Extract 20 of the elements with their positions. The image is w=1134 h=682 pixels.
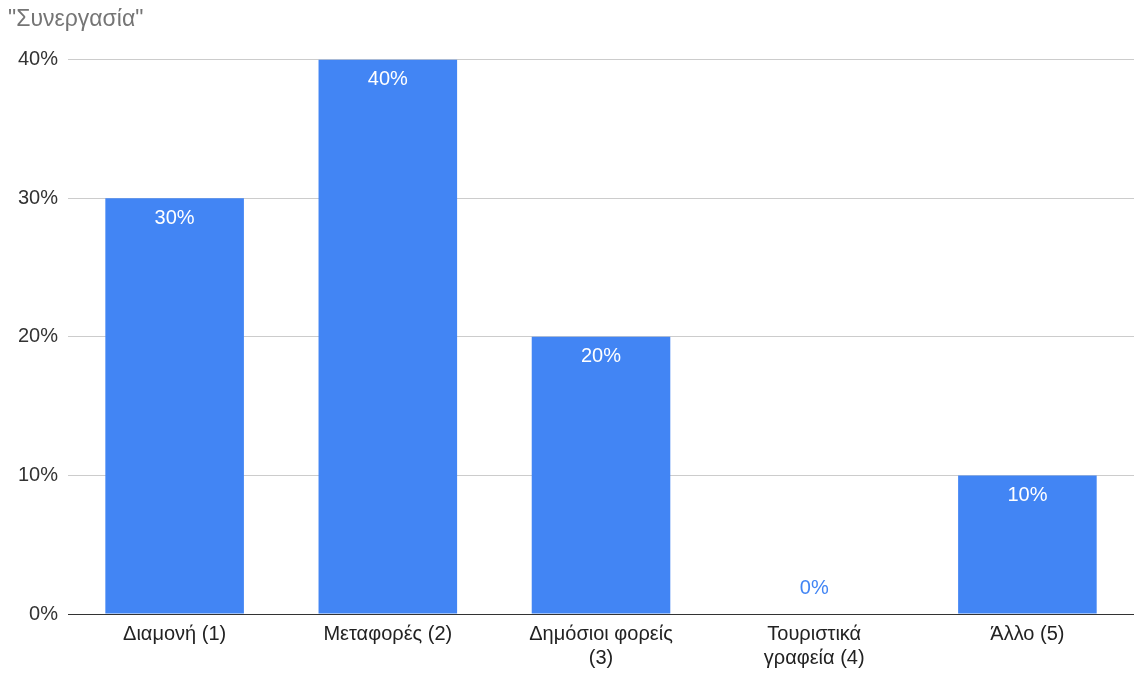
data-label: 0% — [799, 575, 829, 598]
bar — [531, 336, 671, 614]
x-tick-label: Μεταφορές (2) — [323, 621, 453, 644]
data-label: 20% — [581, 344, 622, 367]
y-tick-label: 40% — [18, 47, 59, 70]
bar — [318, 59, 458, 614]
data-label: 40% — [367, 67, 409, 90]
y-tick-label: 10% — [18, 462, 59, 485]
y-tick-label: 0% — [29, 601, 59, 624]
data-label: 10% — [1007, 482, 1048, 505]
y-tick-label: 30% — [18, 185, 59, 208]
y-tick-label: 20% — [18, 324, 59, 347]
x-tick-label: Δημόσιοι φορείς (3) — [529, 621, 674, 668]
data-label: 30% — [154, 205, 195, 228]
chart-title: "Συνεργασία" — [8, 5, 144, 32]
x-tick-label: Άλλο (5) — [990, 621, 1065, 644]
x-tick-label: Διαμονή (1) — [123, 621, 227, 644]
bar — [958, 475, 1097, 614]
x-tick-label: Τουριστικά γραφεία (4) — [763, 621, 865, 668]
bar — [105, 198, 244, 614]
